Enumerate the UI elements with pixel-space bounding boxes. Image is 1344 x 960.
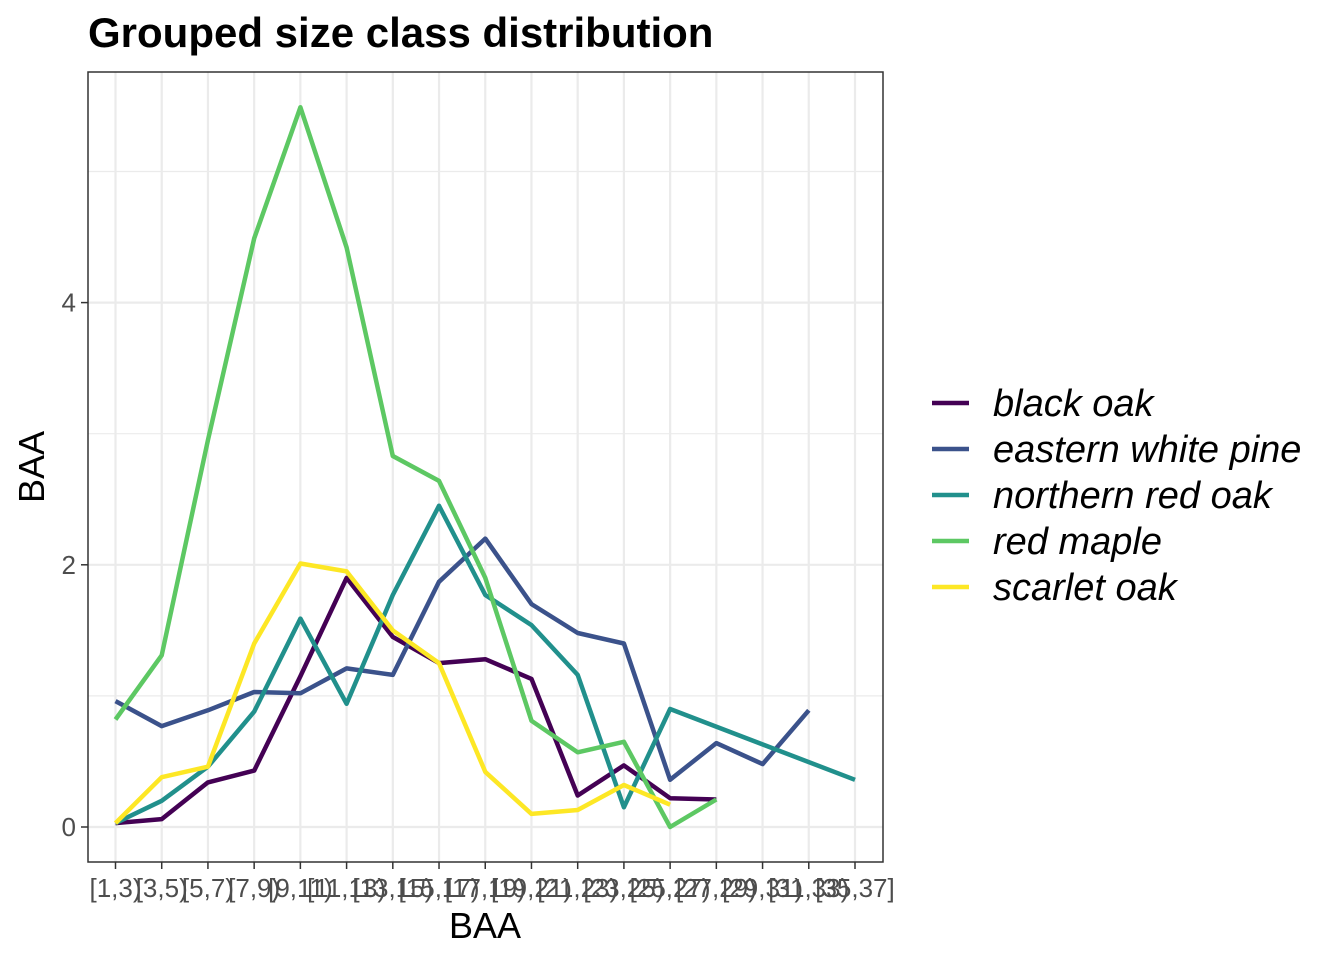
series-line-red-maple bbox=[113, 105, 718, 830]
x-tick-label-2: [5,7) bbox=[182, 873, 234, 903]
y-tick-label-2: 4 bbox=[62, 288, 76, 318]
x-axis: [1,3)[3,5)[5,7)[7,9)[9,11)[11,13)[13,15)… bbox=[89, 862, 895, 903]
legend-label-red-maple: red maple bbox=[993, 521, 1162, 563]
x-tick-label-15: [31,33) bbox=[768, 873, 849, 903]
x-tick-label-8: [17,19) bbox=[445, 873, 526, 903]
y-axis-title: BAA bbox=[11, 431, 52, 503]
x-tick-label-0: [1,3) bbox=[89, 873, 141, 903]
x-tick-label-7: [15,17) bbox=[399, 873, 480, 903]
legend-label-northern-red-oak: northern red oak bbox=[993, 475, 1274, 517]
series-lines bbox=[113, 105, 856, 830]
x-tick-label-10: [21,23) bbox=[537, 873, 618, 903]
series-line-black-oak bbox=[115, 575, 717, 826]
x-axis-title: BAA bbox=[449, 905, 521, 946]
legend-label-scarlet-oak: scarlet oak bbox=[993, 567, 1179, 609]
x-tick-label-12: [25,27) bbox=[630, 873, 711, 903]
x-tick-label-14: [29,31) bbox=[722, 873, 803, 903]
chart-title: Grouped size class distribution bbox=[88, 9, 713, 56]
x-tick-label-11: [23,25) bbox=[583, 873, 664, 903]
x-tick-label-16: [35,37] bbox=[815, 873, 895, 903]
y-tick-label-0: 0 bbox=[62, 812, 76, 842]
x-tick-label-3: [7,9) bbox=[228, 873, 280, 903]
y-axis: 0 2 4 bbox=[62, 288, 88, 842]
x-tick-label-6: [13,15) bbox=[352, 873, 433, 903]
series-line-northern-red-oak bbox=[114, 503, 856, 826]
x-tick-label-13: [27,29) bbox=[676, 873, 757, 903]
grid-major bbox=[88, 72, 883, 862]
y-tick-label-1: 2 bbox=[62, 550, 76, 580]
x-tick-label-1: [3,5) bbox=[136, 873, 188, 903]
x-tick-label-9: [19,21) bbox=[491, 873, 572, 903]
legend-label-eastern-white-pine: eastern white pine bbox=[993, 429, 1301, 471]
legend-label-black-oak: black oak bbox=[993, 383, 1156, 425]
x-tick-label-5: [11,13) bbox=[307, 873, 386, 903]
x-tick-label-4: [9,11) bbox=[268, 873, 333, 903]
series-line-scarlet-oak bbox=[113, 561, 671, 825]
